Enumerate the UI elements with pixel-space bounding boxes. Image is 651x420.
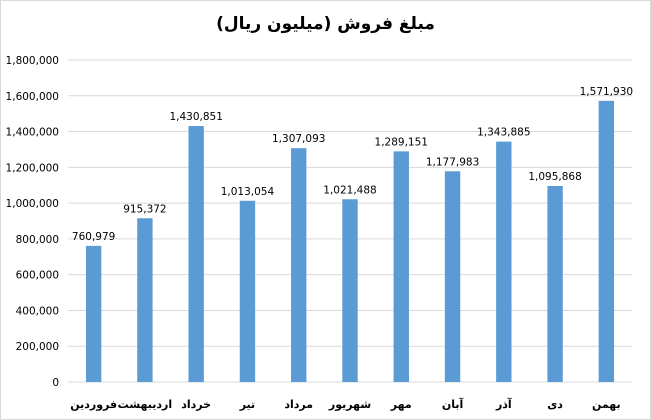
x-tick-label: فروردین [70,398,117,411]
data-label: 1,177,983 [426,156,479,168]
bar [137,218,153,382]
x-tick-label: تیر [239,398,255,411]
x-tick-label: آبان [442,397,464,411]
y-tick-label: 0 [52,377,59,389]
bar [598,100,615,382]
y-axis-tick-labels: 0 200,000 400,000 600,000 800,000 1,000,000 1,… [6,55,59,389]
x-tick-label: خرداد [181,398,211,411]
bar [85,245,102,382]
bar [291,148,307,382]
data-label: 1,571,930 [580,86,633,98]
data-label: 1,095,868 [528,171,581,183]
y-tick-label: 1,200,000 [6,162,59,174]
bar [496,141,512,382]
bar [393,151,409,382]
x-tick-label: آذر [495,397,512,411]
y-tick-label: 600,000 [16,270,59,282]
x-tick-label: اردیبهشت [118,398,172,411]
data-labels: 760,979 915,372 1,430,851 1,013,054 1,307,09… [72,86,633,243]
data-label: 1,307,093 [272,133,325,145]
bar [547,185,563,382]
bars [85,100,615,382]
x-axis-tick-labels: فروردین اردیبهشت خرداد تیر مرداد شهریور مهر آبا… [70,397,621,411]
data-label: 1,430,851 [169,111,222,123]
data-label: 760,979 [72,231,115,243]
x-tick-label: مهر [390,398,412,411]
bar [239,200,256,382]
data-label: 1,013,054 [221,186,275,198]
data-label: 1,343,885 [477,127,530,139]
y-tick-label: 400,000 [16,305,59,317]
y-tick-label: 1,000,000 [6,198,59,210]
x-tick-label: مرداد [284,398,313,411]
x-tick-label: بهمن [592,398,621,411]
x-tick-label: دی [547,398,563,411]
y-tick-label: 800,000 [16,234,59,246]
bar [342,199,358,382]
bar [188,126,204,382]
data-label: 1,289,151 [375,136,428,148]
y-tick-label: 1,800,000 [6,55,59,67]
bar [444,171,461,382]
chart-title: مبلغ فروش (میلیون ریال) [216,14,435,34]
y-tick-label: 1,600,000 [6,91,59,103]
data-label: 1,021,488 [323,184,376,196]
y-tick-label: 1,400,000 [6,127,59,139]
data-label: 915,372 [123,203,166,215]
x-tick-label: شهریور [328,398,371,411]
y-tick-label: 200,000 [16,341,59,353]
